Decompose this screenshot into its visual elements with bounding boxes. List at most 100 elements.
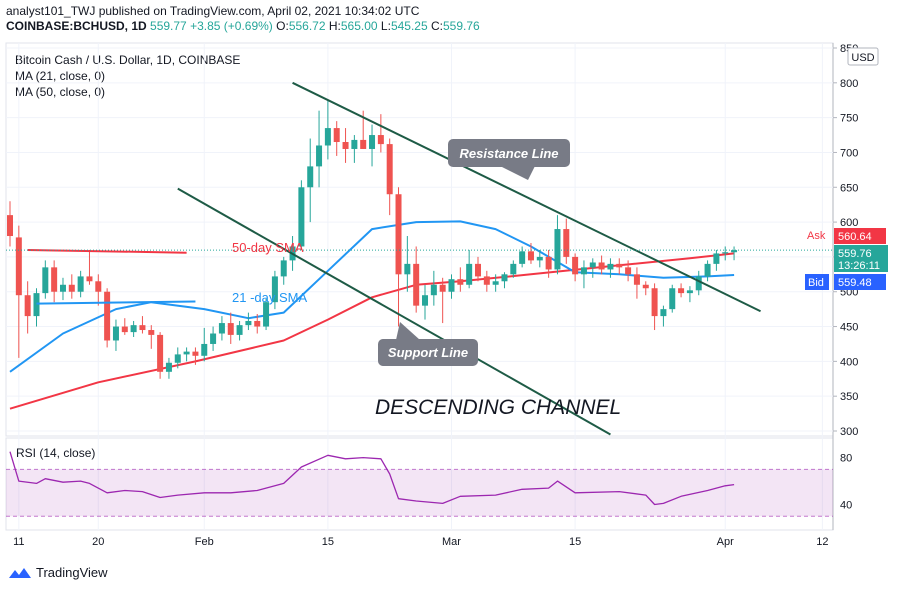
ma21-series bbox=[9, 220, 735, 373]
candle-body bbox=[642, 284, 649, 289]
price-tick-label: 350 bbox=[840, 391, 858, 403]
price-tick-label: 450 bbox=[840, 322, 858, 334]
support-label: Support Line bbox=[388, 345, 468, 360]
candle bbox=[439, 277, 446, 324]
ask-value: 560.64 bbox=[838, 231, 872, 243]
candle-body bbox=[201, 343, 208, 356]
candle bbox=[174, 347, 181, 369]
resistance-line bbox=[292, 81, 761, 313]
candle-body bbox=[24, 295, 31, 317]
resistance-callout[interactable]: Resistance Line bbox=[448, 139, 570, 180]
candle-body bbox=[430, 284, 437, 296]
close-value: 559.76 bbox=[442, 19, 480, 33]
candle bbox=[33, 288, 40, 327]
candle bbox=[448, 274, 455, 299]
candle bbox=[545, 249, 552, 278]
price-tick-label: 800 bbox=[840, 78, 858, 90]
candle bbox=[210, 326, 217, 351]
candle-body bbox=[68, 284, 75, 292]
candle-body bbox=[704, 263, 711, 277]
candle-body bbox=[15, 237, 22, 296]
resistance-label: Resistance Line bbox=[460, 146, 559, 161]
candle-body bbox=[369, 135, 376, 149]
candles bbox=[7, 100, 738, 379]
grid bbox=[6, 43, 833, 530]
candle-body bbox=[298, 187, 305, 247]
candle-body bbox=[580, 267, 587, 275]
usd-badge[interactable]: USD bbox=[847, 47, 879, 66]
candle-body bbox=[483, 276, 490, 285]
candle bbox=[148, 325, 155, 349]
candle bbox=[686, 286, 693, 303]
candle-body bbox=[254, 320, 261, 327]
candle bbox=[183, 347, 190, 362]
candle-body bbox=[457, 279, 464, 285]
candle bbox=[42, 260, 49, 299]
rsi-band bbox=[6, 468, 833, 517]
candle bbox=[68, 274, 75, 299]
price-pane-frame bbox=[5, 42, 834, 437]
candle-body bbox=[625, 267, 632, 275]
candle bbox=[130, 320, 137, 337]
candle-body bbox=[210, 333, 217, 344]
candle-body bbox=[59, 284, 66, 292]
candle-body bbox=[448, 279, 455, 292]
candle-body bbox=[731, 250, 738, 253]
candle bbox=[510, 260, 517, 278]
candle-body bbox=[510, 263, 517, 275]
candle-body bbox=[139, 325, 146, 331]
candle bbox=[112, 319, 119, 351]
ma21-legend[interactable]: MA (21, close, 0) bbox=[15, 69, 106, 83]
candle bbox=[298, 180, 305, 250]
candle bbox=[51, 260, 58, 303]
candle bbox=[59, 277, 66, 301]
candle-body bbox=[192, 351, 199, 356]
price-change: +3.85 (+0.69%) bbox=[190, 19, 273, 33]
candle bbox=[519, 246, 526, 268]
candle bbox=[324, 100, 331, 160]
candle-body bbox=[236, 325, 243, 335]
candle bbox=[457, 267, 464, 292]
candle-body bbox=[651, 288, 658, 317]
candle bbox=[695, 270, 702, 296]
usd-label: USD bbox=[851, 52, 874, 64]
price-tick-label: 650 bbox=[840, 182, 858, 194]
candle bbox=[483, 270, 490, 292]
candle bbox=[404, 236, 411, 292]
candle bbox=[633, 267, 640, 299]
candle bbox=[254, 314, 261, 334]
ma50-legend[interactable]: MA (50, close, 0) bbox=[15, 85, 106, 99]
candle-body bbox=[474, 263, 481, 277]
tradingview-footer[interactable]: TradingView bbox=[8, 565, 108, 580]
low-label: L: bbox=[380, 19, 391, 33]
rsi-legend[interactable]: RSI (14, close) bbox=[16, 446, 95, 460]
tradingview-brand: TradingView bbox=[36, 565, 108, 580]
candle-body bbox=[554, 229, 561, 270]
candle-body bbox=[245, 320, 252, 326]
support-callout[interactable]: Support Line bbox=[378, 322, 478, 366]
candle bbox=[157, 332, 164, 379]
candle bbox=[218, 316, 225, 341]
candle bbox=[333, 121, 340, 156]
ask-label: Ask bbox=[807, 230, 826, 242]
price-tick-label: 400 bbox=[840, 356, 858, 368]
candle-body bbox=[395, 194, 402, 275]
candle bbox=[245, 312, 252, 331]
candle bbox=[430, 270, 437, 306]
open-label: O: bbox=[276, 19, 289, 33]
candle-body bbox=[713, 253, 720, 264]
candle-body bbox=[633, 274, 640, 285]
candle bbox=[660, 305, 667, 327]
candle bbox=[607, 258, 614, 278]
tradingview-logo-icon bbox=[9, 567, 31, 578]
bid-badge: Bid 559.48 bbox=[805, 274, 886, 290]
candle-body bbox=[77, 276, 84, 292]
candle bbox=[86, 249, 93, 285]
candle-body bbox=[660, 309, 667, 317]
candle-body bbox=[589, 262, 596, 268]
candle bbox=[139, 316, 146, 334]
candle bbox=[351, 135, 358, 163]
rsi-tick-label: 80 bbox=[840, 453, 852, 465]
candle bbox=[395, 187, 402, 327]
